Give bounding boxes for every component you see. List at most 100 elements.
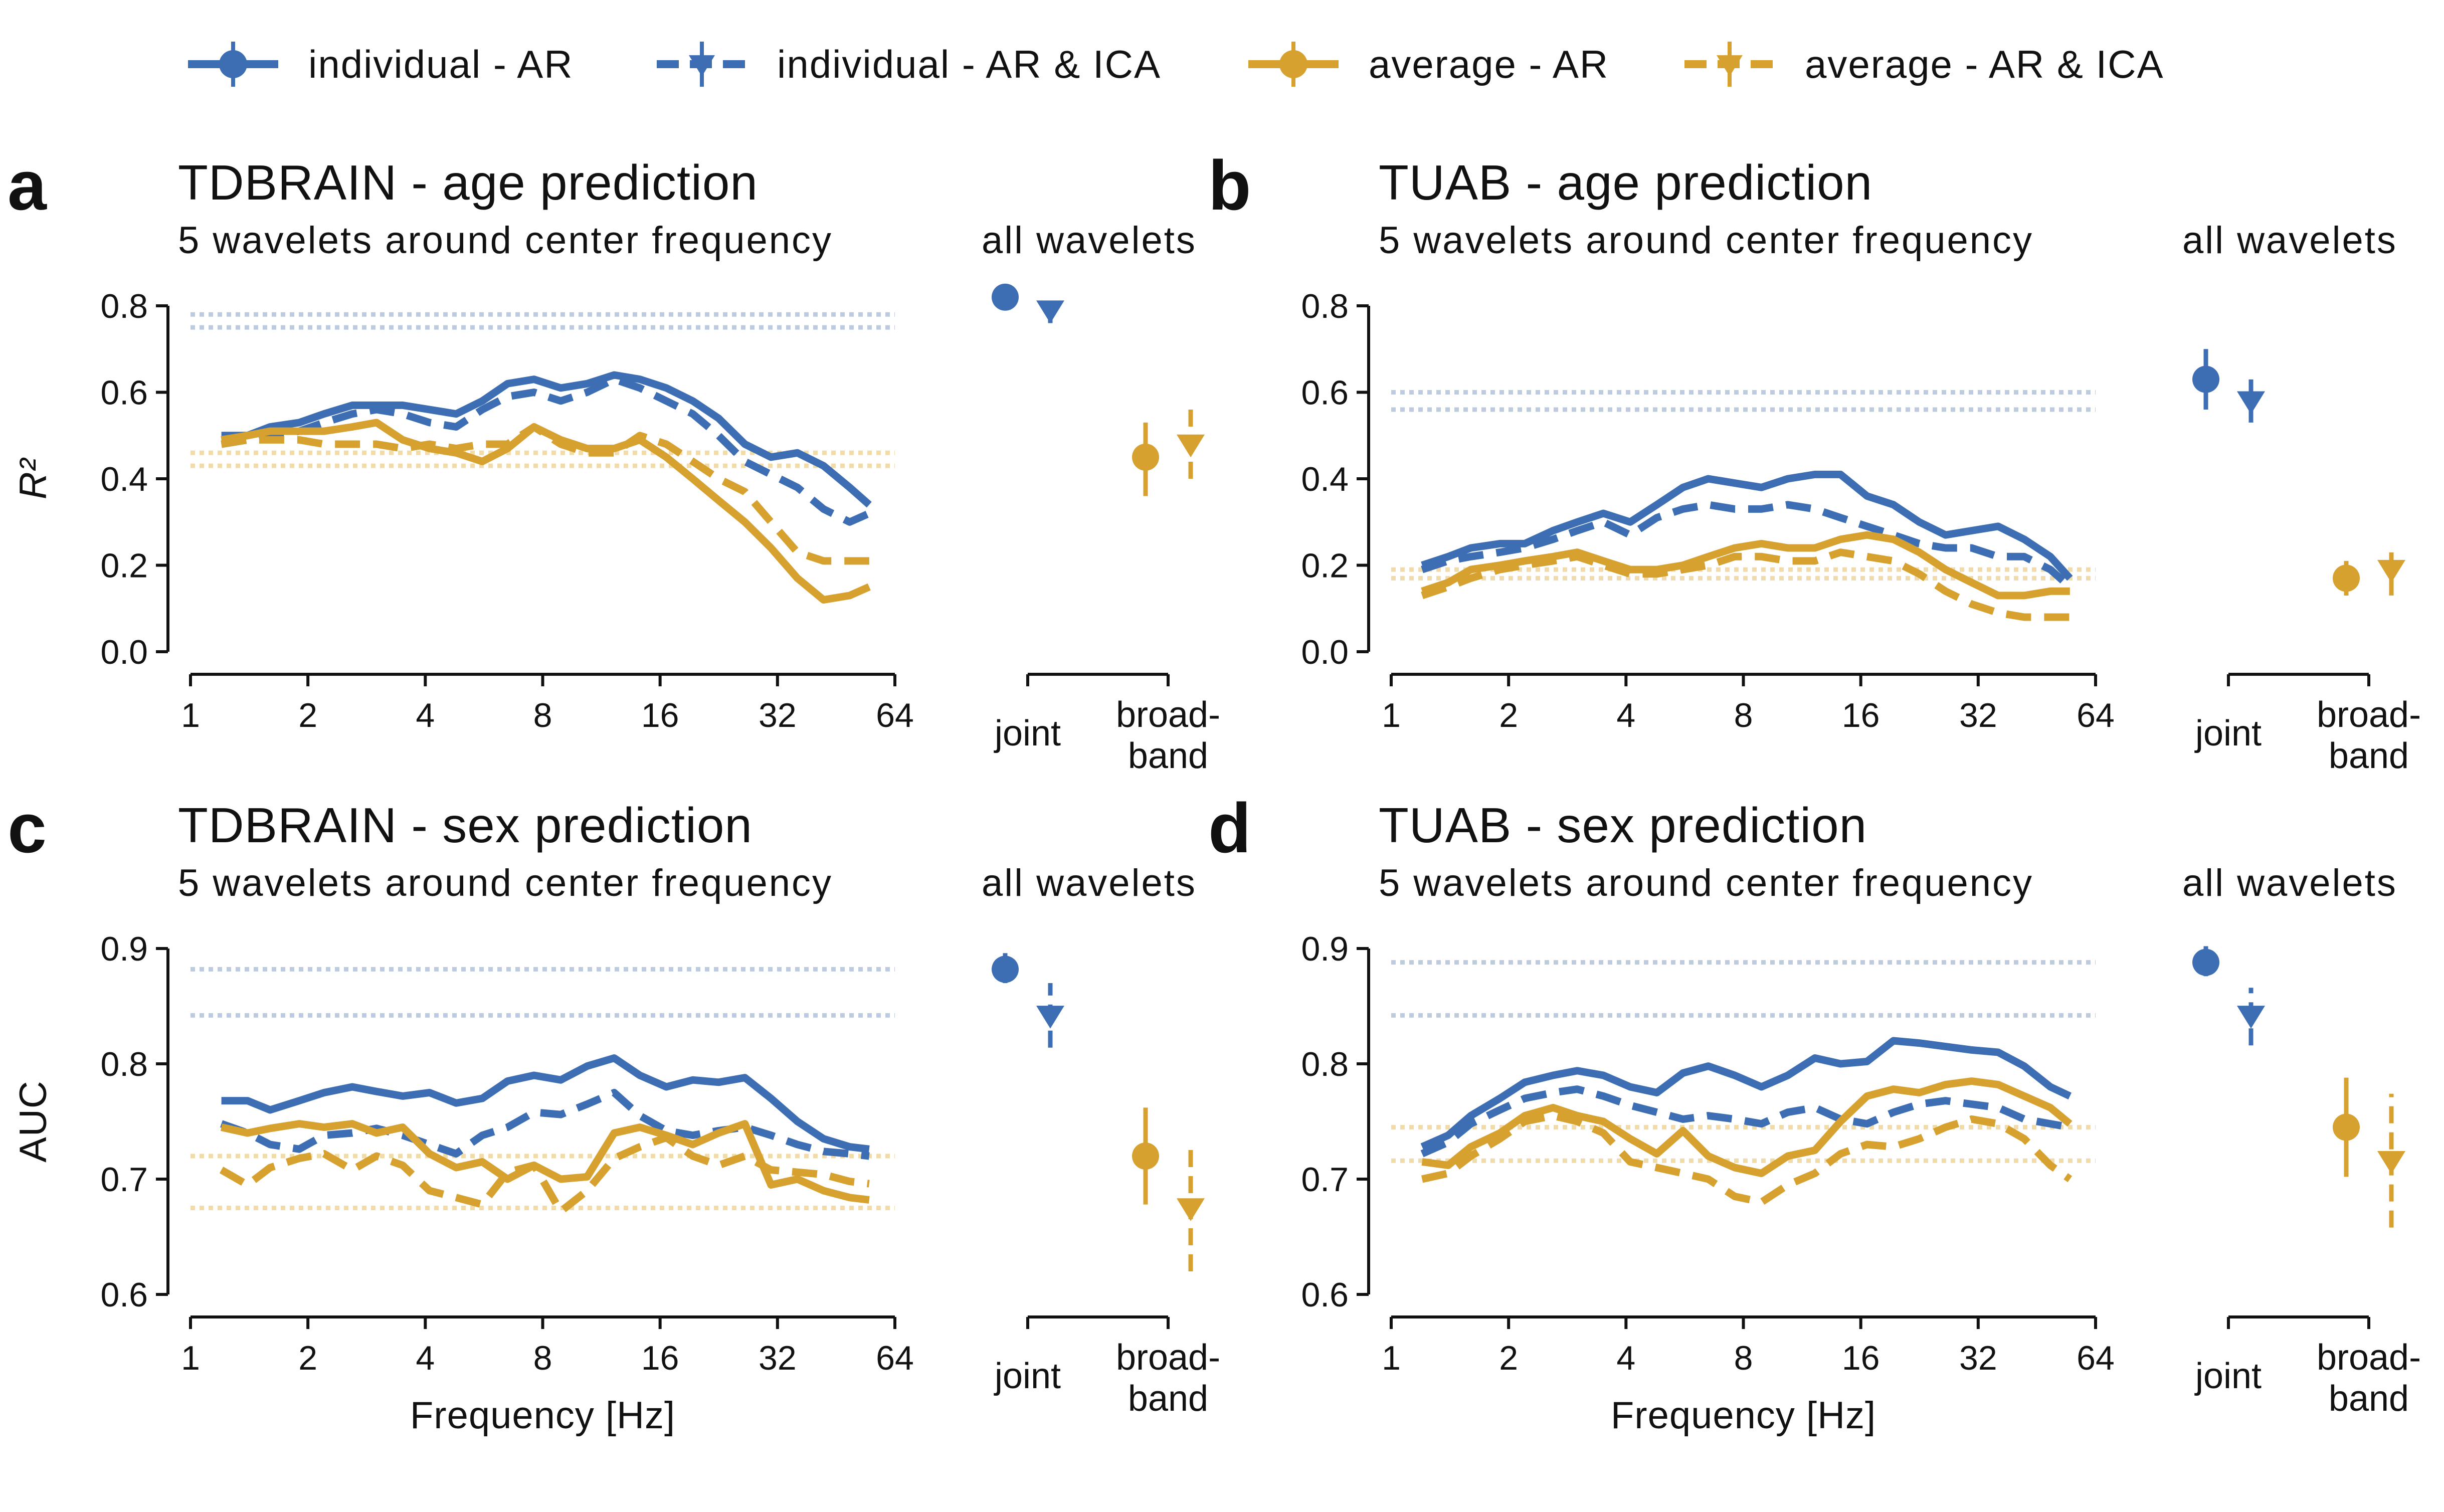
- panel-letter: d: [1208, 789, 1251, 867]
- x-tick-label: 64: [876, 1339, 914, 1377]
- chart-subtitle: 5 wavelets around center frequency: [178, 219, 833, 262]
- panel-letter: c: [8, 789, 47, 867]
- series-line: [1420, 1037, 2072, 1151]
- x-tick-label: 64: [2077, 696, 2115, 734]
- legend-marker: [219, 50, 247, 78]
- series-line: [220, 1120, 870, 1204]
- x-tick-label: 4: [416, 696, 435, 734]
- series-line: [1421, 470, 2073, 581]
- x-tick-label: 8: [533, 696, 552, 734]
- x-tick-label: 32: [759, 1339, 797, 1377]
- y-tick-label: 0.8: [100, 287, 148, 325]
- x-tick-label: 8: [1734, 1339, 1753, 1377]
- x-tick-label: 8: [533, 1339, 552, 1377]
- category-label-broadband: broad-: [1116, 1338, 1220, 1378]
- side-subtitle: all wavelets: [2182, 862, 2397, 904]
- y-tick-label: 0.6: [1301, 374, 1349, 412]
- point-marker: [1036, 1006, 1064, 1029]
- category-label-broadband: band: [1128, 736, 1208, 776]
- y-tick-label: 0.2: [100, 547, 148, 585]
- category-label-broadband: band: [2329, 736, 2409, 776]
- point-marker: [2333, 564, 2360, 592]
- y-tick-label: 0.8: [1301, 287, 1349, 325]
- series-line: [221, 1054, 870, 1153]
- x-axis-label: Frequency [Hz]: [410, 1394, 675, 1437]
- legend-label: average - AR & ICA: [1805, 42, 2164, 86]
- point-marker: [2237, 1006, 2265, 1029]
- chart-subtitle: 5 wavelets around center frequency: [1379, 219, 2033, 262]
- point-marker: [2192, 949, 2219, 976]
- x-tick-label: 2: [298, 1339, 317, 1377]
- y-tick-label: 0.8: [100, 1045, 148, 1083]
- chart-subtitle: 5 wavelets around center frequency: [1379, 862, 2033, 904]
- y-axis-label: AUC: [12, 1080, 55, 1162]
- series-line: [1421, 531, 2070, 600]
- x-axis-label: Frequency [Hz]: [1611, 1394, 1876, 1437]
- x-tick-label: 4: [416, 1339, 435, 1377]
- y-axis-label: R²: [12, 457, 55, 499]
- series-line: [1420, 1085, 2071, 1158]
- series-line: [221, 375, 871, 526]
- x-tick-label: 32: [1959, 1339, 1997, 1377]
- panel-letter: b: [1208, 146, 1251, 225]
- chart-title: TUAB - sex prediction: [1379, 798, 1867, 853]
- point-marker: [2237, 391, 2265, 414]
- point-marker: [1036, 300, 1064, 323]
- x-tick-label: 64: [876, 696, 914, 734]
- x-tick-label: 64: [2077, 1339, 2115, 1377]
- point-marker: [1177, 1198, 1205, 1221]
- x-tick-label: 4: [1616, 1339, 1635, 1377]
- x-tick-label: 16: [1842, 1339, 1880, 1377]
- legend-label: individual - AR: [308, 42, 574, 86]
- series-line: [221, 371, 872, 508]
- y-tick-label: 0.6: [100, 374, 148, 412]
- x-tick-label: 4: [1616, 696, 1635, 734]
- legend-entry: average - AR: [1248, 42, 1609, 87]
- series-line: [221, 423, 869, 565]
- x-tick-label: 2: [1499, 1339, 1518, 1377]
- point-marker: [2377, 1151, 2405, 1174]
- side-subtitle: all wavelets: [982, 862, 1197, 904]
- legend-entry: individual - AR & ICA: [657, 42, 1161, 87]
- legend-label: average - AR: [1369, 42, 1609, 86]
- x-tick-label: 8: [1734, 696, 1753, 734]
- category-label-broadband: broad-: [2317, 1338, 2421, 1378]
- series-line: [1421, 1077, 2073, 1177]
- legend-label: individual - AR & ICA: [777, 42, 1161, 86]
- panels: a TDBRAIN - age prediction 5 wavelets arou…: [8, 146, 2421, 1437]
- x-tick-label: 1: [181, 696, 200, 734]
- chart-subtitle: 5 wavelets around center frequency: [178, 862, 833, 904]
- chart-title: TDBRAIN - sex prediction: [178, 798, 753, 853]
- point-marker: [992, 283, 1019, 311]
- point-marker: [1132, 443, 1159, 471]
- chart-title: TUAB - age prediction: [1379, 155, 1872, 210]
- legend: individual - AR individual - AR & ICA aver…: [188, 42, 2164, 87]
- category-label-broadband: broad-: [2317, 695, 2421, 735]
- point-marker: [992, 956, 1019, 983]
- legend-entry: average - AR & ICA: [1684, 42, 2164, 87]
- x-tick-label: 2: [298, 696, 317, 734]
- y-tick-label: 0.0: [100, 633, 148, 671]
- side-subtitle: all wavelets: [2182, 219, 2397, 262]
- x-tick-label: 1: [1382, 1339, 1401, 1377]
- category-label-broadband: band: [1128, 1379, 1208, 1419]
- x-tick-label: 32: [759, 696, 797, 734]
- y-tick-label: 0.2: [1301, 547, 1349, 585]
- category-label-broadband: band: [2329, 1379, 2409, 1419]
- y-tick-label: 0.4: [100, 460, 148, 498]
- series-line: [220, 1089, 870, 1160]
- series-line: [219, 1133, 870, 1215]
- panel-letter: a: [8, 146, 47, 225]
- category-label-joint: joint: [2194, 713, 2262, 753]
- point-marker: [2377, 559, 2405, 583]
- y-tick-label: 0.9: [100, 930, 148, 968]
- category-label-broadband: broad-: [1116, 695, 1220, 735]
- y-tick-label: 0.9: [1301, 930, 1349, 968]
- point-marker: [2333, 1113, 2360, 1141]
- legend-marker: [689, 55, 715, 77]
- x-tick-label: 1: [181, 1339, 200, 1377]
- y-tick-label: 0.6: [1301, 1276, 1349, 1314]
- y-tick-label: 0.6: [100, 1276, 148, 1314]
- x-tick-label: 16: [641, 1339, 679, 1377]
